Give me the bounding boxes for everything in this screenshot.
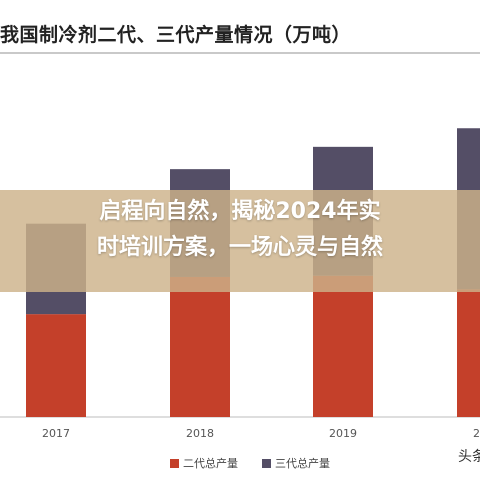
bar-gen2-2020 [457,289,480,417]
legend-swatch-gen3 [262,458,271,468]
bar-gen2-2018 [170,276,230,417]
legend-label-gen2: 二代总产量 [183,457,238,470]
legend-item-gen2: 二代总产量 [170,455,238,471]
x-tick-label-2020: 2020 [473,427,480,440]
legend-swatch-gen2 [170,458,179,468]
watermark: 头条 [458,449,480,465]
x-tick-label-2018: 2018 [186,427,214,440]
headline-text[interactable]: 启程向自然，揭秘2024年实 时培训方案，一场心灵与自然 [0,194,480,266]
x-tick-label-2019: 2019 [329,427,357,440]
legend-label-gen3: 三代总产量 [275,457,330,470]
bar-gen2-2019 [313,275,373,417]
headline-line-2: 时培训方案，一场心灵与自然 [96,235,383,260]
x-tick-label-2017: 2017 [42,427,70,440]
legend-item-gen3: 三代总产量 [262,455,330,471]
bar-gen2-2017 [26,314,86,417]
legend: 二代总产量 三代总产量 [170,454,330,472]
headline-banner[interactable]: 启程向自然，揭秘2024年实 时培训方案，一场心灵与自然 [0,190,480,292]
chart-title: 我国制冷剂二代、三代产量情况（万吨） [0,24,352,46]
title-divider [0,52,480,54]
headline-line-1: 启程向自然，揭秘2024年实 [99,199,381,224]
